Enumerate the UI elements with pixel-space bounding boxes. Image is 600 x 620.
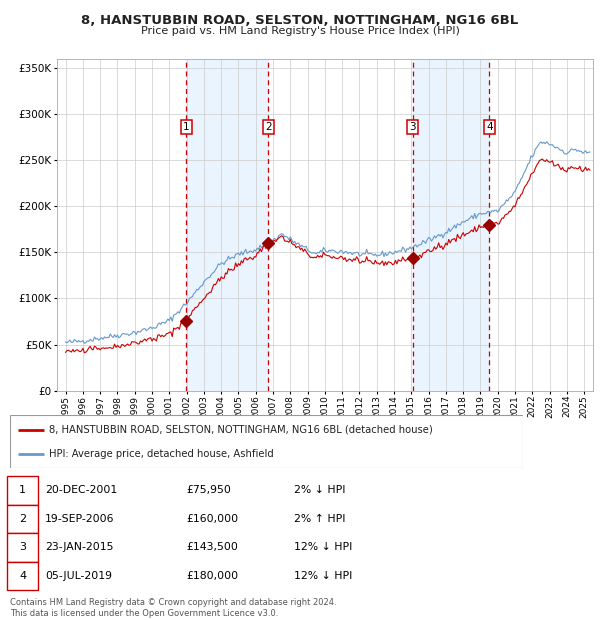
Text: £75,950: £75,950 <box>186 485 231 495</box>
Text: 23-JAN-2015: 23-JAN-2015 <box>45 542 113 552</box>
Text: 12% ↓ HPI: 12% ↓ HPI <box>294 571 352 581</box>
Text: £143,500: £143,500 <box>186 542 238 552</box>
Text: 3: 3 <box>19 542 26 552</box>
Text: 2: 2 <box>265 122 272 132</box>
Text: £180,000: £180,000 <box>186 571 238 581</box>
Text: HPI: Average price, detached house, Ashfield: HPI: Average price, detached house, Ashf… <box>49 449 274 459</box>
Text: 12% ↓ HPI: 12% ↓ HPI <box>294 542 352 552</box>
Text: 4: 4 <box>19 571 26 581</box>
Text: 3: 3 <box>409 122 416 132</box>
Text: Contains HM Land Registry data © Crown copyright and database right 2024.
This d: Contains HM Land Registry data © Crown c… <box>10 598 337 618</box>
Text: 2% ↑ HPI: 2% ↑ HPI <box>294 514 346 524</box>
Text: 1: 1 <box>183 122 190 132</box>
Text: 2: 2 <box>19 514 26 524</box>
Text: 8, HANSTUBBIN ROAD, SELSTON, NOTTINGHAM, NG16 6BL: 8, HANSTUBBIN ROAD, SELSTON, NOTTINGHAM,… <box>82 14 518 27</box>
Text: 4: 4 <box>486 122 493 132</box>
Bar <box>413 59 489 391</box>
Text: 8, HANSTUBBIN ROAD, SELSTON, NOTTINGHAM, NG16 6BL (detached house): 8, HANSTUBBIN ROAD, SELSTON, NOTTINGHAM,… <box>49 425 433 435</box>
Text: 05-JUL-2019: 05-JUL-2019 <box>45 571 112 581</box>
Text: Price paid vs. HM Land Registry's House Price Index (HPI): Price paid vs. HM Land Registry's House … <box>140 26 460 36</box>
Text: 19-SEP-2006: 19-SEP-2006 <box>45 514 115 524</box>
Text: £160,000: £160,000 <box>186 514 238 524</box>
Text: 2% ↓ HPI: 2% ↓ HPI <box>294 485 346 495</box>
Text: 1: 1 <box>19 485 26 495</box>
Text: 20-DEC-2001: 20-DEC-2001 <box>45 485 117 495</box>
Bar <box>186 59 268 391</box>
